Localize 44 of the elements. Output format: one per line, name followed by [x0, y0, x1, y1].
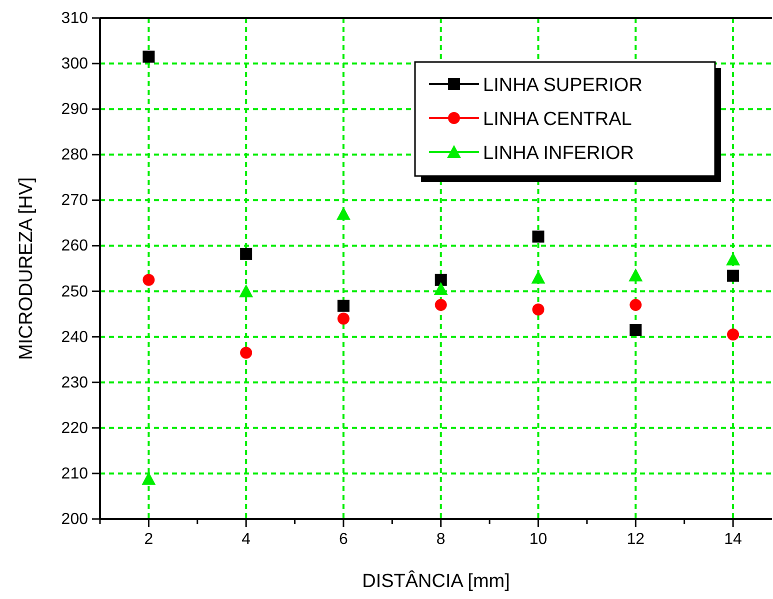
x-axis-title: DISTÂNCIA [mm]	[362, 570, 510, 592]
x-tick-label: 8	[436, 531, 446, 548]
y-axis-title: MICRODUREZA [HV]	[16, 177, 37, 360]
x-tick-label: 4	[242, 531, 251, 548]
y-tick-label: 230	[61, 374, 88, 392]
x-tick-label: 2	[144, 531, 154, 548]
point	[727, 328, 740, 341]
point	[628, 268, 643, 282]
point	[532, 230, 544, 243]
point	[240, 248, 252, 260]
x-tick-label: 14	[724, 531, 742, 548]
point	[630, 298, 642, 311]
y-tick-label: 280	[61, 146, 88, 164]
point	[142, 50, 155, 63]
legend-label: LINHA SUPERIOR	[483, 75, 642, 96]
point	[240, 346, 252, 359]
y-tick-label: 270	[61, 192, 88, 210]
point	[336, 206, 350, 220]
x-tick-label: 10	[529, 531, 548, 548]
point	[532, 303, 544, 316]
y-tick-label: 260	[61, 238, 88, 255]
point	[239, 284, 254, 298]
legend-label: LINHA CENTRAL	[483, 109, 632, 130]
point	[434, 298, 447, 311]
y-tick-label: 210	[61, 465, 88, 482]
y-tick-label: 290	[61, 101, 88, 118]
y-tick-label: 310	[61, 10, 88, 27]
y-tick-label: 200	[61, 511, 88, 528]
point	[726, 252, 740, 266]
point	[434, 282, 448, 295]
point	[630, 324, 642, 336]
y-tick-label: 220	[61, 420, 88, 437]
legend-label: LINHA INFERIOR	[483, 143, 634, 164]
point	[142, 274, 155, 286]
y-tick-label: 300	[61, 56, 88, 73]
point	[434, 274, 447, 286]
y-tick-label: 250	[61, 283, 88, 300]
x-tick-label: 12	[626, 531, 645, 548]
point	[727, 270, 740, 282]
point	[531, 270, 546, 284]
x-tick-label: 6	[339, 531, 348, 548]
y-tick-label: 240	[61, 328, 88, 346]
point	[337, 312, 350, 325]
point	[337, 300, 350, 312]
